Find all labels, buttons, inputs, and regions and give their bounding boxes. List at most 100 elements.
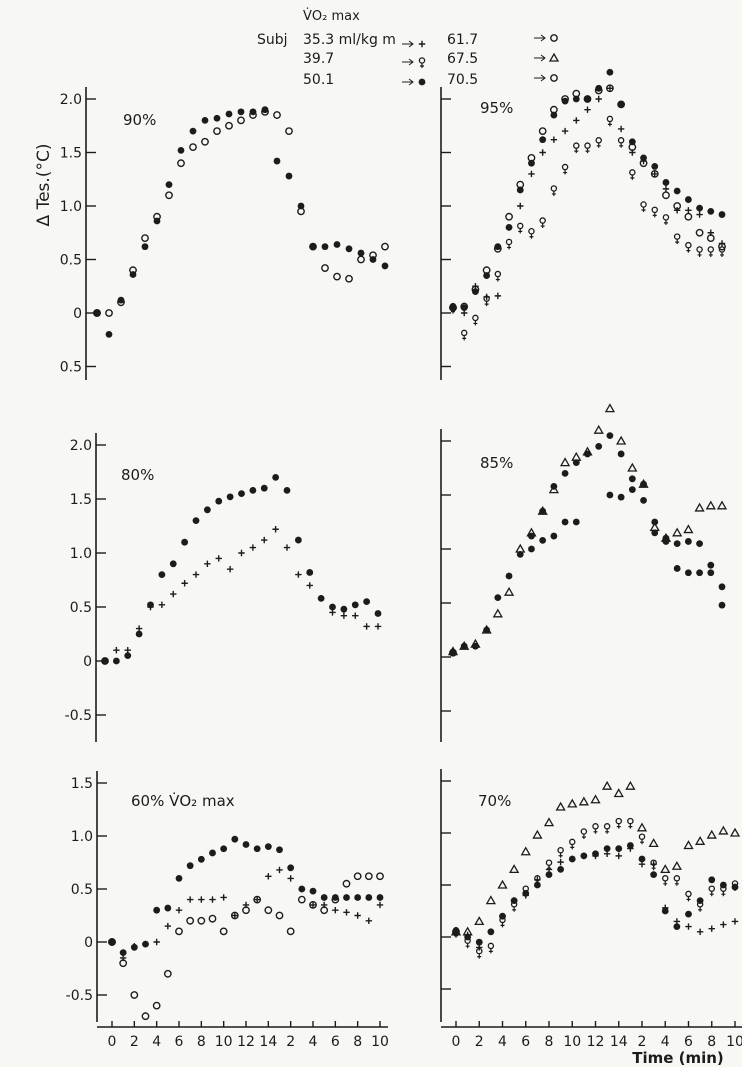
data-point <box>651 170 658 178</box>
data-point <box>718 240 726 247</box>
baseline-point <box>452 927 460 936</box>
baseline-point <box>449 648 457 657</box>
data-point <box>673 540 681 547</box>
data-point <box>520 846 531 856</box>
data-point <box>297 207 305 216</box>
data-point <box>555 801 566 811</box>
data-point <box>615 845 623 852</box>
data-point <box>561 127 569 135</box>
data-point <box>592 852 599 860</box>
data-point <box>708 876 716 884</box>
data-point <box>476 944 483 951</box>
data-point <box>354 894 362 901</box>
data-point <box>201 137 209 146</box>
data-point <box>215 497 223 505</box>
y-tick-label: 1.5 <box>70 492 92 508</box>
data-point <box>192 517 200 524</box>
data-point <box>650 871 658 878</box>
data-point <box>181 580 188 587</box>
data-point <box>696 211 703 218</box>
legend-marker-open <box>550 34 558 42</box>
data-point <box>129 266 137 275</box>
data-point <box>636 822 648 832</box>
data-point <box>543 817 555 827</box>
x-axis-label: Time (min) <box>632 1049 724 1067</box>
data-point <box>294 536 302 544</box>
data-point <box>260 484 268 492</box>
data-point <box>141 234 149 243</box>
y-tick-label: 0 <box>73 306 82 322</box>
data-point <box>276 866 283 874</box>
data-point <box>549 105 558 114</box>
data-point <box>135 625 143 632</box>
data-point <box>275 911 284 920</box>
data-point <box>153 906 161 914</box>
data-point <box>557 866 565 873</box>
data-point <box>696 569 703 577</box>
data-point <box>550 136 558 143</box>
data-point <box>539 136 547 144</box>
data-point <box>483 272 491 279</box>
x-tick-label: 10 <box>726 1034 742 1050</box>
data-point <box>474 916 485 926</box>
data-point <box>332 907 339 914</box>
data-point <box>351 601 359 609</box>
data-point <box>729 827 741 837</box>
data-point <box>365 917 373 924</box>
x-tick-label: 14 <box>259 1034 277 1050</box>
data-point <box>673 187 681 195</box>
data-point <box>708 925 715 932</box>
x-tick-label: 10 <box>371 1034 389 1050</box>
data-point <box>651 518 659 526</box>
data-point <box>685 207 692 214</box>
data-point <box>572 95 580 103</box>
data-point <box>493 244 502 253</box>
y-tick-label: 0.5 <box>60 253 82 269</box>
data-point <box>186 896 194 903</box>
data-point <box>152 1001 161 1010</box>
data-point <box>357 249 365 257</box>
data-point <box>510 897 518 904</box>
data-point <box>662 538 670 545</box>
data-point <box>731 880 739 891</box>
data-point <box>590 794 601 804</box>
x-tick-label: 8 <box>545 1034 554 1050</box>
data-point <box>662 214 670 225</box>
baseline-point <box>101 657 109 665</box>
data-point <box>253 896 261 903</box>
data-point <box>673 923 681 930</box>
data-point <box>494 270 502 282</box>
x-tick-label: 12 <box>587 1034 605 1050</box>
data-point <box>287 864 295 872</box>
data-point <box>572 518 580 526</box>
data-point <box>164 922 172 930</box>
data-point <box>561 97 569 105</box>
data-point <box>561 163 569 175</box>
data-point <box>105 331 113 338</box>
data-point <box>527 153 536 162</box>
data-point <box>492 608 503 618</box>
data-point <box>363 623 370 630</box>
data-point <box>261 107 269 116</box>
data-point <box>253 895 262 904</box>
data-point <box>584 95 591 103</box>
data-point <box>353 872 362 881</box>
x-tick-label: 2 <box>475 1034 484 1050</box>
chart-panels: 2.0 1.5 1.0 0.5 0 0.5 90% 95% 2.0 1.5 1.0 0.5 0 -0.5 8… <box>60 68 742 1050</box>
data-point <box>629 169 636 180</box>
data-point <box>539 149 546 156</box>
x-tick-label: 10 <box>563 1034 581 1050</box>
data-point <box>561 518 569 526</box>
data-point <box>528 159 535 167</box>
data-point <box>231 912 239 919</box>
x-tick-label: 6 <box>684 1034 693 1050</box>
data-point <box>170 590 177 598</box>
data-point <box>580 828 588 839</box>
data-point <box>365 894 373 901</box>
data-point <box>603 845 611 852</box>
legend-arrow <box>534 34 546 42</box>
data-point <box>189 127 197 135</box>
legend-marker-triangle <box>548 52 560 62</box>
